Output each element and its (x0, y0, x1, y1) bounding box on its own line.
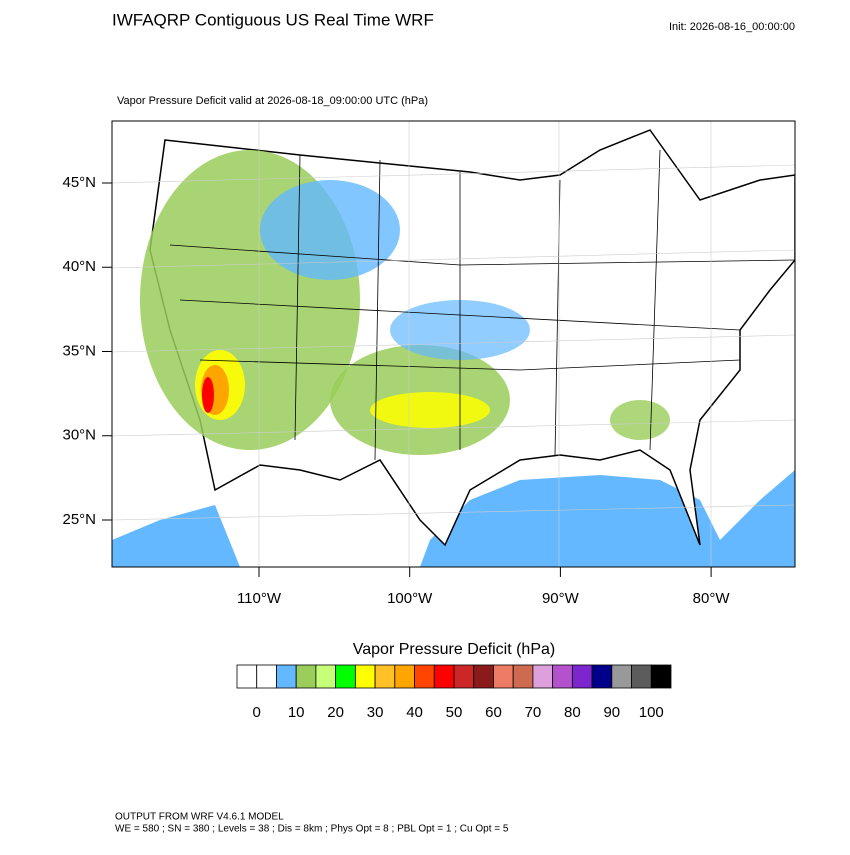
lat-axis: 45°N 40°N 35°N 30°N 25°N (62, 174, 112, 528)
colorbar-box (236, 664, 258, 689)
colorbar-box (512, 664, 534, 689)
lon-label: 100°W (387, 590, 433, 607)
colorbar-box (611, 664, 632, 689)
ocean-patch (420, 470, 795, 567)
subtitle: Vapor Pressure Deficit valid at 2026-08-… (117, 95, 428, 107)
lon-label: 80°W (693, 590, 731, 607)
map-frame (111, 120, 796, 568)
colorbar-label: 100 (639, 704, 664, 721)
vpd-region (610, 400, 670, 440)
colorbar-box (591, 664, 613, 689)
colorbar-box (315, 664, 337, 689)
colorbar-box (335, 664, 356, 689)
colorbar-box (473, 664, 494, 689)
colorbar-box (354, 664, 376, 689)
lat-label: 25°N (62, 511, 96, 528)
lat-label: 35°N (62, 342, 96, 359)
lon-label: 90°W (542, 590, 580, 607)
colorbar-box (374, 664, 396, 689)
colorbar-box (571, 664, 593, 689)
colorbar-box (414, 664, 435, 689)
vpd-region (202, 377, 214, 413)
vpd-region (260, 180, 400, 280)
title: IWFAQRP Contiguous US Real Time WRF (112, 10, 434, 29)
init-time: Init: 2026-08-16_00:00:00 (669, 21, 795, 33)
lat-label: 45°N (62, 174, 96, 191)
footer-line: WE = 580 ; SN = 380 ; Levels = 38 ; Dis … (115, 824, 509, 835)
colorbar-label: 10 (288, 704, 305, 721)
colorbar-label: 40 (406, 704, 423, 721)
colorbar-label: 80 (564, 704, 581, 721)
lat-label: 40°N (62, 258, 96, 275)
ocean-patch (112, 505, 240, 567)
colorbar-box (433, 664, 455, 689)
lat-label: 30°N (62, 427, 96, 444)
lon-axis: 110°W 100°W 90°W 80°W (237, 567, 730, 607)
colorbar-title: Vapor Pressure Deficit (hPa) (353, 641, 555, 658)
graticule (112, 121, 795, 567)
colorbar-label: 0 (253, 704, 261, 721)
colorbar-label: 20 (327, 704, 344, 721)
footer-line: OUTPUT FROM WRF V4.6.1 MODEL (115, 812, 284, 823)
colorbar-box (493, 664, 514, 689)
colorbar-box (650, 664, 672, 689)
colorbar-box (552, 664, 573, 689)
colorbar-label: 30 (367, 704, 384, 721)
state-lines (169, 149, 795, 461)
colorbar-box (532, 664, 554, 689)
lon-label: 110°W (237, 590, 282, 607)
colorbar-label: 70 (525, 704, 542, 721)
colorbar-box (295, 664, 317, 689)
colorbar-box (394, 664, 415, 689)
colorbar-label: 60 (485, 704, 502, 721)
colorbar-box (453, 664, 475, 689)
colorbar-label: 90 (603, 704, 620, 721)
colorbar-box (631, 664, 652, 689)
colorbar: 0 10 20 30 40 50 60 70 80 90 100 (236, 664, 672, 721)
colorbar-label: 50 (446, 704, 463, 721)
vpd-region (370, 392, 490, 428)
map (112, 121, 795, 567)
colorbar-box (276, 664, 297, 689)
colorbar-box (256, 664, 277, 689)
